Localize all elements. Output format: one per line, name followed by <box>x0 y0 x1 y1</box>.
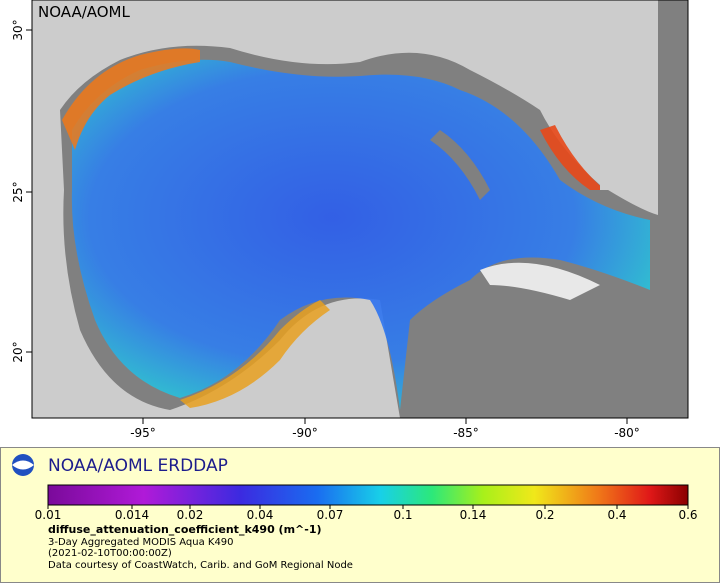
coastal-high <box>540 125 605 190</box>
time: (2021-02-10T00:00:00Z) <box>48 548 172 559</box>
lon-label: -90° <box>292 426 318 440</box>
florida <box>540 20 630 190</box>
logo <box>12 454 34 476</box>
dataset: 3-Day Aggregated MODIS Aqua K490 <box>48 537 234 548</box>
colorbar-tick-label: 0.07 <box>317 508 344 522</box>
lon-label: -85° <box>453 426 479 440</box>
map-border <box>31 0 689 419</box>
no-data-patch <box>430 130 490 200</box>
cuba <box>480 262 600 300</box>
coastal-high <box>62 48 200 151</box>
lat-label: 25° <box>11 181 25 202</box>
colorbar-tick-label: 0.04 <box>247 508 274 522</box>
colorbar-tick-label: 0.4 <box>607 508 626 522</box>
lon-label: -95° <box>130 426 156 440</box>
colorbar-tick-label: 0.02 <box>177 508 204 522</box>
watermark: NOAA/AOML <box>38 3 131 21</box>
logo-bird <box>12 460 34 470</box>
colorbar-tick-label: 0.01 <box>35 508 62 522</box>
colorbar-tick-label: 0.2 <box>535 508 554 522</box>
colorbar-tick-label: 0.1 <box>393 508 412 522</box>
coastal-high <box>180 300 330 408</box>
k490-field <box>71 59 650 410</box>
lat-label: 30° <box>11 19 25 40</box>
colorbar <box>47 484 689 506</box>
colorbar-ticks: 0.01 0.014 0.02 0.04 0.07 0.1 0.14 0.2 0.4 0.6 <box>35 505 698 522</box>
axes: 30° 25° 20° -95° -90° -85° -80° <box>11 19 640 440</box>
legend-panel <box>0 447 720 583</box>
colorbar-tick-label: 0.6 <box>678 508 697 522</box>
colorbar-tick-label: 0.14 <box>460 508 487 522</box>
map-area <box>31 0 689 419</box>
lon-label: -80° <box>614 426 640 440</box>
colorbar-tick-label: 0.014 <box>115 508 149 522</box>
no-data-strip <box>658 0 688 418</box>
lat-label: 20° <box>11 341 25 362</box>
credit: Data courtesy of CoastWatch, Carib. and … <box>48 560 353 571</box>
variable-name: diffuse_attenuation_coefficient_k490 (m^… <box>48 523 322 536</box>
legend-title: NOAA/AOML ERDDAP <box>48 456 228 476</box>
